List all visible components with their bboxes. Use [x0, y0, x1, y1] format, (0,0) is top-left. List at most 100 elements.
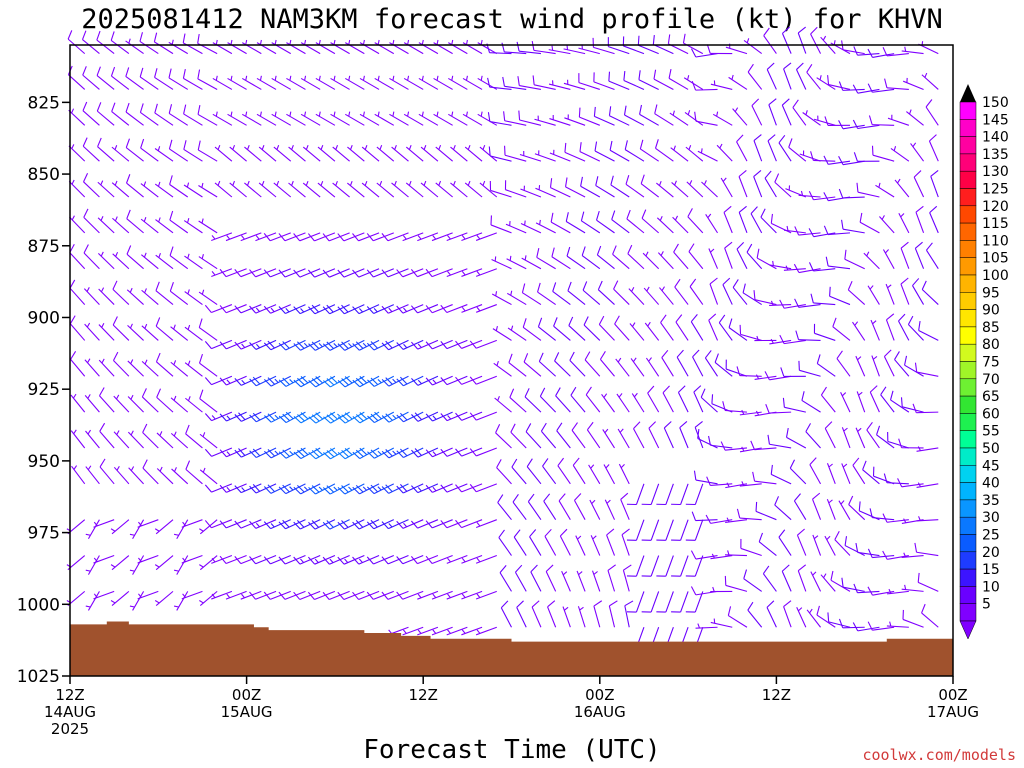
wind-barb — [816, 605, 836, 628]
wind-barb — [141, 252, 159, 270]
wind-barb — [302, 180, 321, 198]
wind-barb — [170, 431, 189, 449]
wind-barb — [732, 107, 748, 126]
barb-feather — [293, 486, 301, 495]
credit-link[interactable]: coolwx.com/models — [862, 746, 1016, 764]
barb-half-feather — [687, 110, 691, 115]
wind-barb — [783, 62, 792, 90]
barb-staff — [828, 84, 851, 90]
barb-staff — [594, 115, 615, 126]
barb-feather — [510, 423, 516, 433]
wind-barb — [545, 564, 557, 592]
barb-feather — [341, 520, 349, 528]
barb-staff — [553, 325, 571, 341]
barb-staff — [141, 396, 159, 413]
wind-barb — [256, 39, 277, 55]
wind-barb — [198, 182, 218, 198]
barb-staff — [569, 360, 586, 377]
y-tick-label: 1025 — [17, 667, 60, 687]
barb-feather — [917, 572, 920, 583]
barb-feather — [753, 134, 762, 141]
barb-half-feather — [453, 144, 456, 150]
barb-staff — [875, 184, 895, 198]
barb-half-feather — [604, 428, 609, 434]
barb-half-feather — [110, 528, 116, 532]
barb-feather — [234, 485, 242, 494]
barb-staff — [912, 285, 925, 305]
barb-staff — [556, 430, 571, 449]
wind-barb — [85, 465, 100, 485]
barb-staff — [643, 287, 660, 305]
barb-half-feather — [392, 111, 395, 117]
barb-staff — [69, 287, 86, 305]
colorbar-label: 95 — [982, 285, 1000, 301]
barb-staff — [533, 49, 556, 55]
barb-staff — [638, 44, 659, 55]
wind-barb — [674, 278, 689, 305]
barb-staff — [126, 253, 144, 270]
barb-half-feather — [100, 287, 105, 293]
barb-half-feather — [590, 464, 595, 469]
wind-barb — [431, 232, 453, 242]
barb-half-feather — [255, 522, 260, 528]
barb-staff — [288, 182, 306, 198]
barb-feather — [689, 278, 697, 287]
wind-barb — [183, 104, 203, 126]
wind-barb — [366, 555, 394, 565]
barb-staff — [539, 395, 557, 413]
barb-half-feather — [320, 145, 324, 150]
barb-feather — [455, 448, 463, 457]
barb-staff — [496, 467, 512, 485]
x-tick-label: 12Z — [55, 686, 84, 704]
wind-barb — [496, 459, 512, 485]
barb-staff — [829, 295, 851, 306]
wind-barb — [219, 268, 247, 278]
barb-feather — [789, 459, 796, 469]
barb-staff — [662, 392, 674, 413]
barb-half-feather — [230, 111, 233, 117]
barb-staff — [97, 181, 115, 198]
barb-staff — [806, 71, 821, 90]
barb-feather — [278, 591, 286, 600]
barb-staff — [185, 397, 203, 413]
barb-half-feather — [358, 558, 363, 563]
barb-feather — [322, 521, 331, 530]
barb-staff — [769, 443, 792, 449]
colorbar-swatch — [959, 551, 977, 570]
barb-half-feather — [226, 486, 231, 492]
wind-barb — [544, 528, 557, 556]
barb-feather — [414, 448, 422, 456]
barb-staff — [625, 183, 645, 198]
wind-barb — [110, 519, 130, 535]
barb-feather — [823, 225, 829, 235]
barb-feather — [297, 484, 305, 493]
wind-barb — [537, 282, 556, 306]
barb-feather — [679, 421, 688, 429]
wind-barb — [526, 458, 542, 485]
wind-barb — [140, 138, 159, 162]
barb-staff — [69, 323, 86, 341]
barb-staff — [69, 216, 86, 234]
barb-staff — [299, 232, 321, 242]
wind-barb — [624, 600, 634, 628]
wind-barb — [659, 286, 674, 305]
barb-half-feather — [72, 393, 77, 399]
barb-staff — [760, 216, 777, 234]
barb-staff — [635, 519, 645, 541]
barb-staff — [347, 182, 365, 198]
wind-barb — [770, 464, 792, 485]
wind-barb — [278, 555, 306, 565]
barb-feather — [598, 315, 605, 325]
barb-feather — [139, 32, 144, 42]
barb-feather — [414, 412, 422, 421]
wind-barb — [645, 357, 660, 377]
wind-barb — [618, 463, 630, 485]
barb-staff — [883, 356, 895, 377]
barb-staff — [687, 216, 704, 234]
wind-barb — [796, 606, 807, 628]
barb-staff — [669, 112, 689, 126]
barb-feather — [580, 211, 585, 221]
wind-barb — [656, 591, 674, 613]
barb-staff — [258, 146, 277, 162]
wind-barb — [169, 175, 189, 198]
